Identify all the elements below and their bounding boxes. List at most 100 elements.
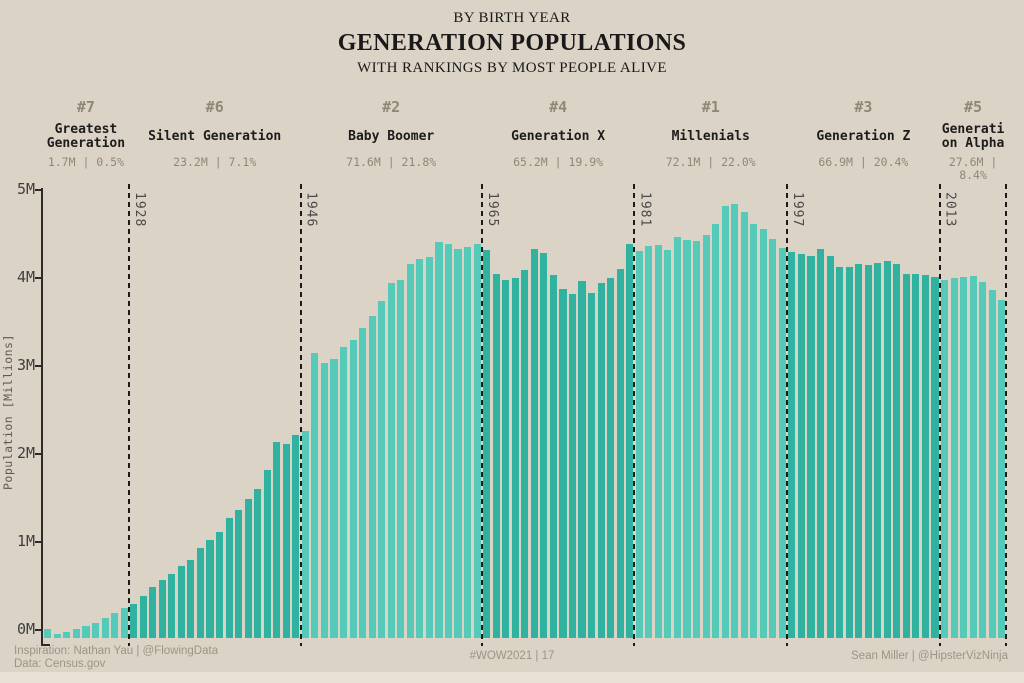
- bar-2009: [902, 273, 910, 638]
- bar-1937: [216, 531, 224, 638]
- bar-2003: [845, 266, 853, 638]
- bar-1966: [492, 273, 500, 638]
- bar-1953: [368, 315, 376, 638]
- boundary-year-label-1997: 1997: [790, 192, 806, 228]
- bar-1979: [616, 269, 624, 638]
- bar-2013: [940, 280, 949, 638]
- generation-total: 66.9M | 20.4%: [818, 155, 909, 169]
- generation-rank: #1: [701, 98, 720, 116]
- generation-header-7: #5 Generation Alpha 27.6M | 8.4%: [941, 98, 1005, 182]
- bar-1957: [406, 263, 414, 638]
- bar-1934: [187, 560, 195, 638]
- generation-name: Generation Alpha: [941, 122, 1005, 151]
- generation-total: 65.2M | 19.9%: [513, 155, 604, 169]
- bar-2011: [921, 274, 929, 638]
- bar-1947: [311, 353, 319, 638]
- bar-1930: [149, 587, 157, 638]
- generation-total: 71.6M | 21.8%: [346, 155, 437, 169]
- bar-1921: [63, 631, 71, 638]
- bar-2010: [912, 273, 920, 638]
- bar-1984: [664, 250, 672, 638]
- bar-1928: [130, 604, 138, 638]
- bar-1923: [82, 626, 90, 638]
- bar-1961: [444, 244, 453, 638]
- generation-name: Millenials: [671, 129, 750, 144]
- bar-chart-plot-area: [43, 184, 1016, 646]
- bar-1931: [158, 579, 166, 638]
- bar-1973: [559, 288, 567, 638]
- bar-1967: [502, 280, 510, 638]
- generation-header-3: #2 Baby Boomer 71.6M | 21.8%: [299, 98, 484, 169]
- bar-1968: [511, 278, 519, 638]
- bar-1952: [359, 328, 367, 638]
- bar-1983: [654, 245, 662, 638]
- y-tick-label-1M: 1M: [16, 532, 35, 550]
- bar-1958: [416, 259, 424, 638]
- bar-1982: [645, 246, 653, 638]
- bar-2001: [826, 255, 834, 638]
- bar-1933: [177, 566, 185, 638]
- bar-2014: [950, 278, 958, 638]
- generation-rank: #2: [382, 98, 401, 116]
- bar-1976: [588, 292, 596, 638]
- bar-1977: [597, 282, 605, 638]
- boundary-year-label-1965: 1965: [484, 192, 500, 228]
- bar-1955: [387, 282, 395, 638]
- bar-1945: [292, 434, 300, 638]
- bar-2016: [969, 275, 977, 638]
- generation-rank: #7: [76, 98, 95, 116]
- generation-rank: #6: [205, 98, 224, 116]
- bottom-strip: [0, 672, 1024, 683]
- bar-2005: [864, 264, 872, 638]
- y-tick-1M: [35, 541, 42, 543]
- bar-1981: [635, 251, 643, 638]
- y-tick-4M: [35, 277, 42, 279]
- bar-1990: [721, 205, 729, 638]
- y-tick-label-4M: 4M: [16, 268, 35, 286]
- bar-1946: [301, 431, 309, 638]
- bar-1986: [683, 239, 691, 638]
- bar-1969: [521, 270, 529, 638]
- bar-1998: [797, 254, 805, 638]
- bar-1980: [626, 244, 634, 638]
- bar-1925: [101, 618, 109, 638]
- generation-name: Generation X: [511, 129, 606, 144]
- bar-1938: [225, 518, 233, 638]
- footer-challenge-tag: #WOW2021 | 17: [469, 650, 555, 662]
- bar-1989: [712, 223, 720, 638]
- generation-total: 72.1M | 22.0%: [665, 155, 756, 169]
- bar-1920: [53, 633, 61, 638]
- bar-1965: [483, 250, 491, 638]
- generation-total: 1.7M | 0.5%: [47, 155, 124, 169]
- bar-1971: [540, 253, 548, 638]
- generation-boundary-1928: [127, 184, 130, 646]
- bar-1949: [330, 358, 338, 638]
- title-kicker: BY BIRTH YEAR: [453, 10, 571, 26]
- bar-1951: [349, 339, 357, 638]
- bar-1959: [425, 256, 433, 638]
- generation-name: Greatest Generation: [46, 122, 126, 151]
- bar-1943: [273, 442, 281, 638]
- bar-1999: [807, 255, 815, 638]
- bar-1972: [549, 274, 557, 638]
- bar-1919: [44, 629, 52, 638]
- bar-2007: [883, 261, 891, 638]
- y-tick-label-3M: 3M: [16, 356, 35, 374]
- bar-1954: [378, 300, 386, 638]
- y-axis-foot: [41, 644, 50, 646]
- generation-boundary-1965: [480, 184, 483, 646]
- bar-1940: [244, 499, 252, 638]
- bar-2012: [931, 277, 939, 638]
- generation-total: 23.2M | 7.1%: [173, 155, 257, 169]
- generation-boundary-2013: [938, 184, 941, 646]
- y-tick-5M: [35, 189, 42, 191]
- bar-1932: [168, 573, 176, 638]
- title-block: BY BIRTH YEAR GENERATION POPULATIONS WIT…: [0, 10, 1024, 77]
- bar-2000: [816, 248, 825, 638]
- bar-1985: [673, 237, 681, 638]
- bar-1992: [740, 211, 748, 638]
- generation-rank: #4: [549, 98, 568, 116]
- generation-boundary-1981: [633, 184, 636, 646]
- bar-1975: [578, 280, 586, 638]
- y-tick-label-2M: 2M: [16, 444, 35, 462]
